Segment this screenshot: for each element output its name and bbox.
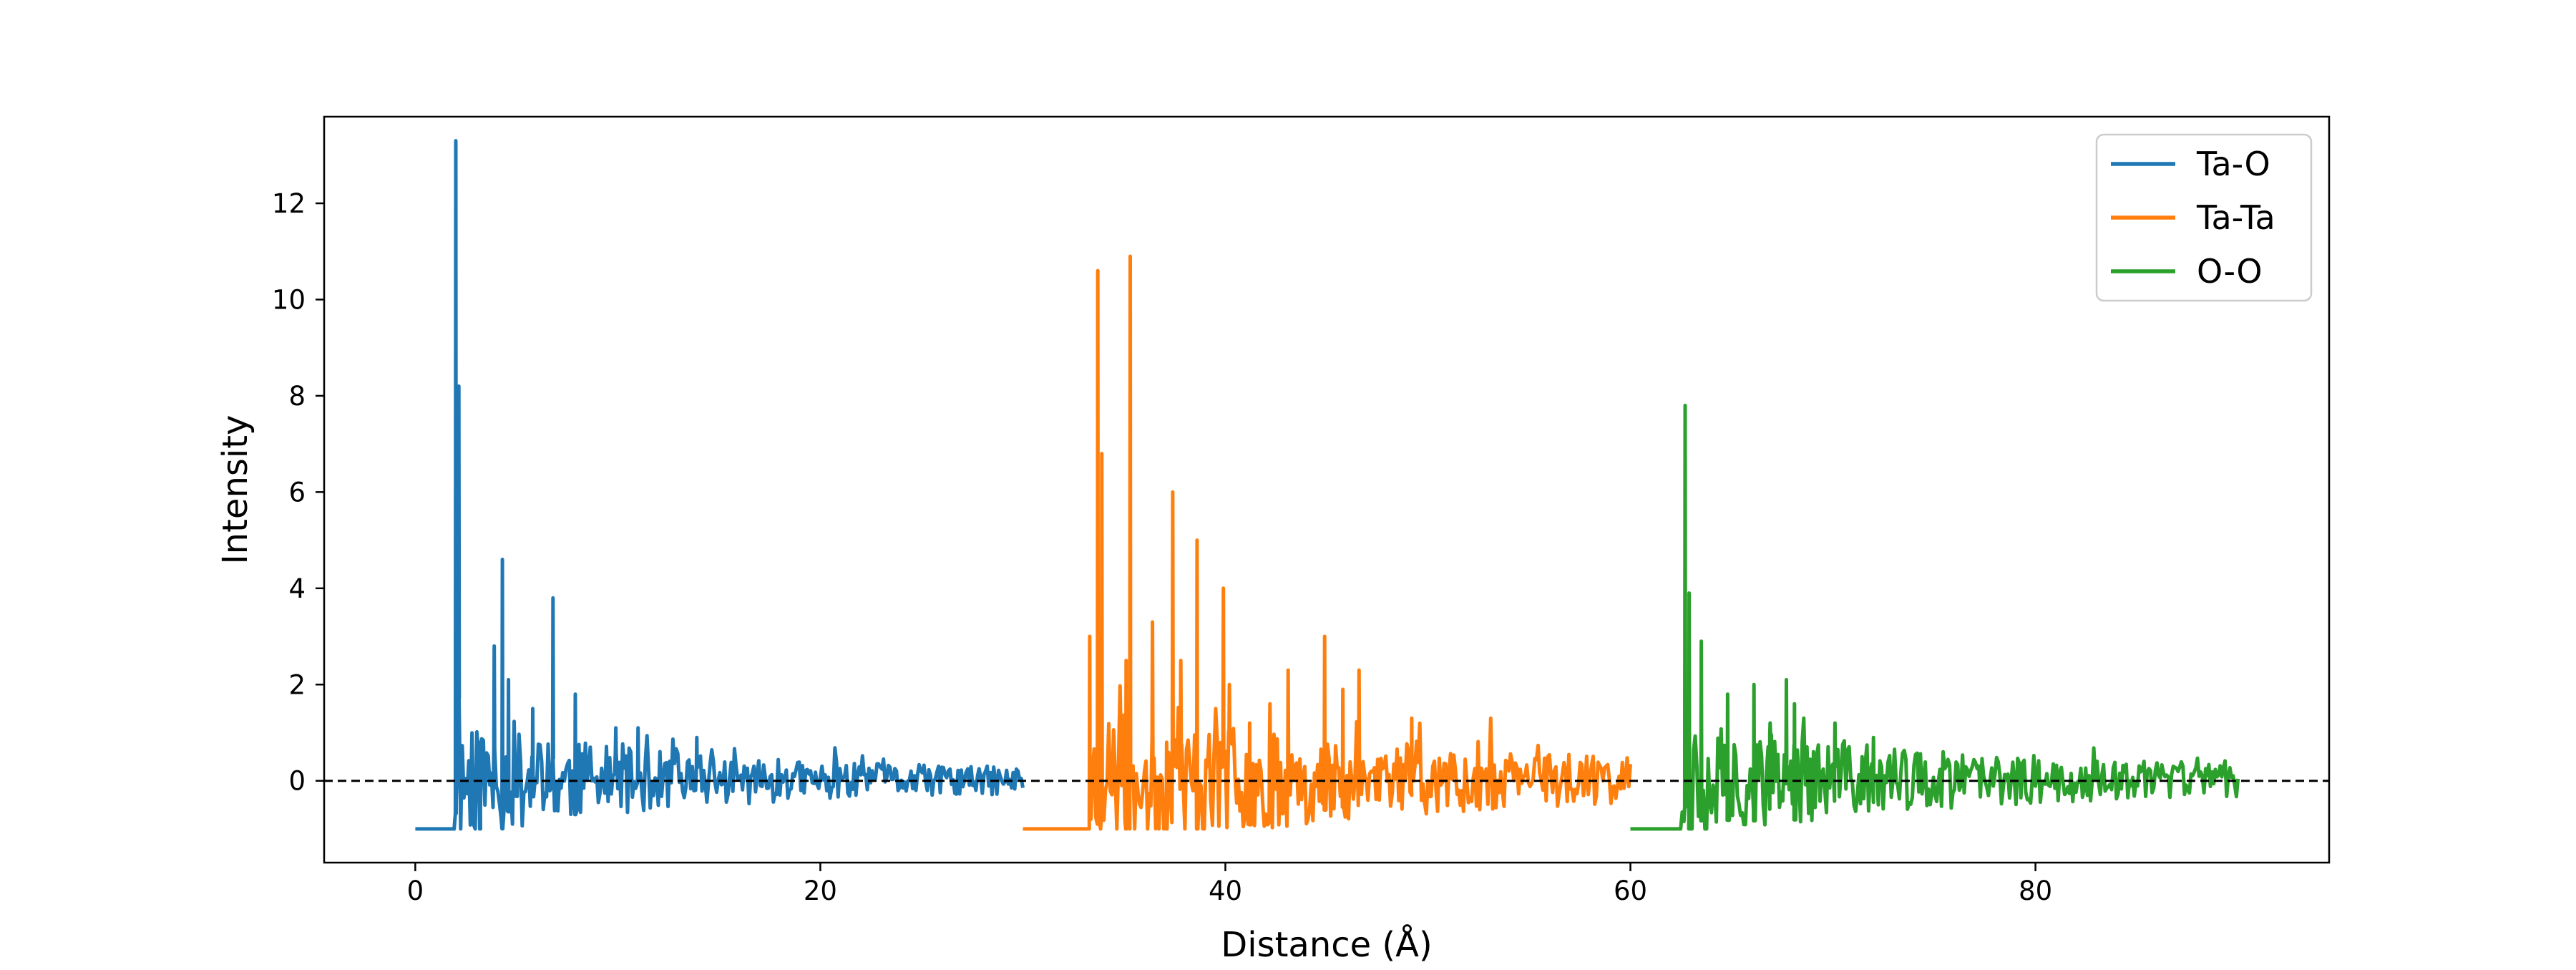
y-tick-label: 10 xyxy=(272,284,306,315)
legend-label: O-O xyxy=(2197,252,2263,291)
series-line-o-o xyxy=(1630,403,2240,831)
series-layer xyxy=(415,139,2240,831)
y-tick-label: 2 xyxy=(288,669,306,700)
x-tick-label: 0 xyxy=(407,876,424,906)
x-axis-title: Distance (Å) xyxy=(1221,924,1432,965)
y-tick-label: 12 xyxy=(272,188,306,219)
legend: Ta-O Ta-Ta O-O xyxy=(2095,133,2313,302)
x-tick-label: 60 xyxy=(1614,876,1647,906)
y-tick-label: 4 xyxy=(288,573,306,604)
x-tick-label: 80 xyxy=(2019,876,2052,906)
series-line-ta-o xyxy=(415,139,1025,831)
x-tick-label: 20 xyxy=(804,876,837,906)
legend-box xyxy=(2095,133,2313,302)
y-axis: 0 2 4 6 8 10 12 xyxy=(272,188,324,797)
series-line-ta-ta xyxy=(1023,254,1632,831)
x-axis: 0 20 40 60 80 xyxy=(407,863,2052,906)
y-axis-title: Intensity xyxy=(215,415,255,565)
plot-frame xyxy=(323,115,2331,864)
legend-label: Ta-Ta xyxy=(2196,198,2275,237)
y-tick-label: 6 xyxy=(288,477,306,508)
y-tick-label: 8 xyxy=(288,381,306,412)
y-tick-label: 0 xyxy=(288,766,306,797)
x-tick-label: 40 xyxy=(1209,876,1242,906)
legend-label: Ta-O xyxy=(2196,145,2270,183)
